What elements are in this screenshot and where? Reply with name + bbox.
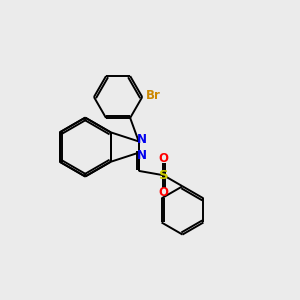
Text: O: O (158, 185, 168, 199)
Text: N: N (137, 133, 147, 146)
Text: Br: Br (146, 89, 161, 102)
Text: N: N (137, 148, 147, 161)
Text: S: S (159, 169, 168, 182)
Text: O: O (158, 152, 168, 165)
